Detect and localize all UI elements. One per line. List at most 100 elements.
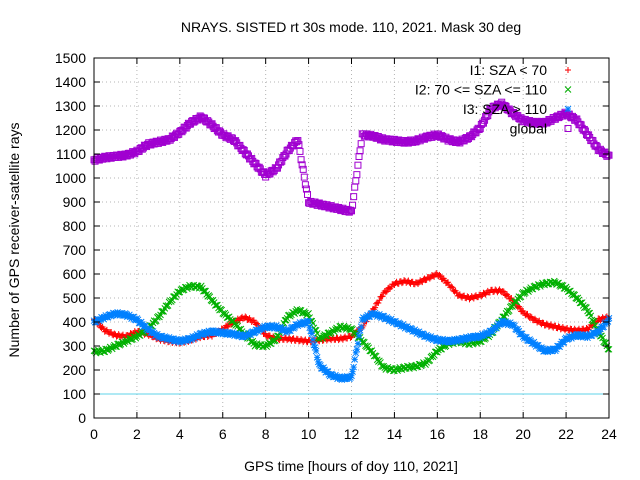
data-point [576,333,584,340]
data-point [309,336,317,343]
data-point [142,322,149,330]
data-point [115,331,122,338]
data-point [302,185,310,193]
y-tick-label: 500 [63,290,87,306]
data-point [499,288,506,295]
series-group [90,98,613,383]
data-point [165,334,173,341]
data-point [379,293,386,300]
data-point [146,326,154,334]
data-point [424,333,432,340]
data-point [242,313,249,320]
y-tick-label: 1400 [55,74,86,90]
data-point [247,331,254,339]
data-point [477,332,485,340]
data-point [277,158,285,166]
data-point [162,334,170,341]
y-tick-label: 900 [63,194,87,210]
data-point [273,322,280,329]
data-point [543,320,550,327]
data-point [351,355,359,363]
data-point [300,173,308,181]
data-point [195,332,203,340]
data-point [569,333,576,341]
data-point [311,344,319,351]
legend-entry-marker [565,67,571,73]
y-tick-label: 700 [63,242,87,258]
data-point [357,140,365,148]
data-point [541,347,548,355]
data-point [295,141,303,149]
data-point [375,299,382,306]
data-point [564,86,572,93]
legend-entry-label: I1: SZA < 70 [470,62,548,78]
axes: 0 2 4 6 8 10 12 14 16 18 20 22 240100200300400500600… [55,50,617,442]
grid [94,58,609,418]
data-point [100,315,108,323]
data-point [214,328,221,335]
data-point [259,326,266,333]
y-tick-label: 800 [63,218,87,234]
data-point [191,334,199,342]
data-point [562,334,570,342]
data-point [353,171,361,179]
data-point [436,336,443,344]
data-point [172,337,179,345]
data-point [382,289,389,296]
data-point [348,372,355,380]
x-tick-label: 2 [133,426,141,442]
data-point [366,313,374,320]
data-point [587,312,595,320]
data-point [449,284,456,291]
data-point [356,147,364,155]
data-point [297,156,305,164]
data-point [301,181,309,189]
data-point [372,304,379,311]
data-point [349,201,357,209]
data-point [447,336,455,344]
data-point [544,348,552,356]
data-point [197,329,205,337]
x-tick-label: 8 [262,426,270,442]
data-point [584,334,591,342]
data-point [179,338,187,346]
data-point [312,347,320,355]
data-point [436,271,443,278]
x-tick-label: 16 [430,426,446,442]
series-4 [90,98,613,216]
data-point [392,317,399,325]
data-point [478,293,485,300]
data-point [313,354,321,361]
data-point [437,272,444,279]
data-point [134,316,142,324]
data-point [530,338,538,346]
data-point [415,328,423,336]
legend-entry-marker [564,86,572,93]
data-point [481,332,488,340]
data-point [518,330,526,338]
data-point [333,373,340,381]
data-point [399,321,407,328]
data-point [320,364,327,371]
data-point [588,332,596,339]
data-point [336,373,344,380]
y-tick-label: 400 [63,314,87,330]
data-point [356,327,364,334]
data-point [578,331,586,339]
data-point [104,314,112,321]
data-point [595,328,603,336]
data-point [346,206,354,214]
data-point [433,337,441,345]
data-point [506,319,514,326]
data-point [265,322,273,330]
data-point [211,329,219,337]
data-point [354,340,362,347]
legend-entry-label: I3: SZA > 110 [463,101,547,117]
chart-title: NRAYS. SISTED rt 30s mode. 110, 2021. Ma… [181,19,521,35]
data-point [524,310,531,317]
data-point [445,279,452,286]
data-point [283,328,291,335]
x-tick-label: 18 [472,426,488,442]
data-point [565,67,571,73]
